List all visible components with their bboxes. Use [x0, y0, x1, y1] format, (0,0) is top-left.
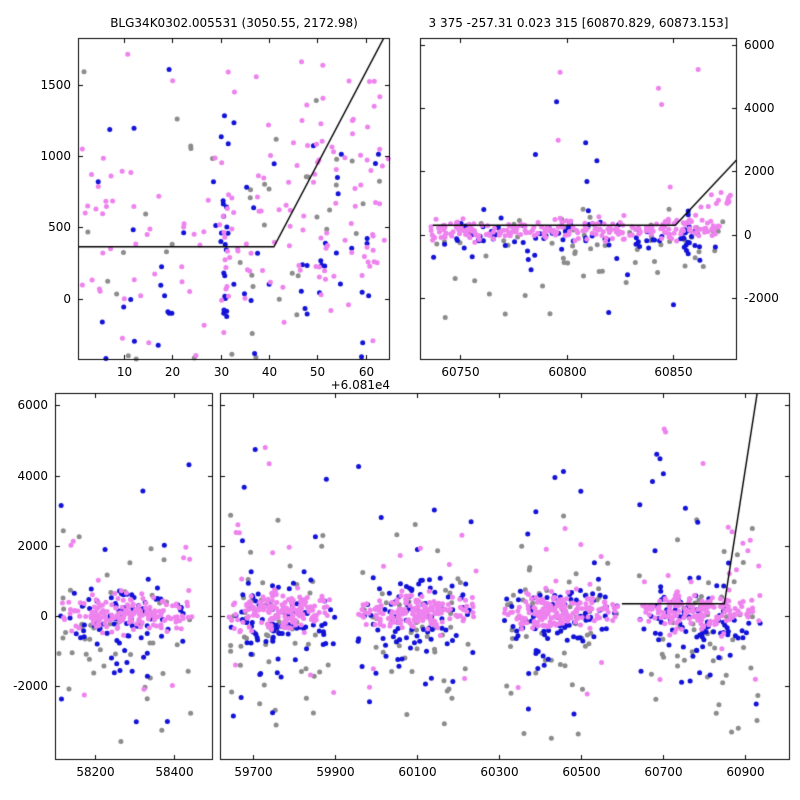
- x-tick-label: 60700: [644, 765, 683, 779]
- x-tick-label: 60850: [654, 365, 693, 379]
- x-tick-label: 60500: [562, 765, 601, 779]
- x-tick-label: 20: [164, 365, 181, 379]
- y-tick-label: -2000: [13, 679, 48, 694]
- top-right-panel-title: 3 375 -257.31 0.023 315 [60870.829, 6087…: [428, 16, 729, 30]
- y-tick-label: 6000: [17, 398, 48, 413]
- x-tick-label: 30: [213, 365, 230, 379]
- x-tick-label: 60800: [548, 365, 587, 379]
- x-tick-label: 60300: [480, 765, 519, 779]
- y-tick-label: 0: [744, 227, 752, 242]
- y-tick-label: -2000: [744, 291, 779, 305]
- y-tick-label: 0: [63, 291, 71, 306]
- top-left-panel-title: BLG34K0302.005531 (3050.55, 2172.98): [110, 16, 358, 30]
- y-tick-label: 2000: [744, 164, 775, 179]
- x-tick-label: 50: [309, 365, 326, 379]
- x-tick-label: 60: [358, 365, 375, 379]
- x-tick-label: 58200: [76, 765, 115, 779]
- x-tick-label: 40: [261, 365, 278, 379]
- x-tick-label: 58400: [155, 765, 194, 779]
- x-axis-offset-label: +6.081e4: [330, 378, 390, 392]
- x-tick-label: 59700: [234, 765, 273, 779]
- y-tick-label: 0: [40, 609, 48, 623]
- y-tick-label: 6000: [744, 37, 775, 52]
- x-tick-label: 59900: [316, 765, 355, 779]
- y-tick-label: 1500: [40, 78, 71, 93]
- x-tick-label: 60750: [441, 365, 480, 379]
- y-tick-label: 500: [48, 220, 71, 235]
- x-tick-label: 60100: [398, 765, 437, 779]
- y-tick-label: 4000: [17, 468, 48, 483]
- y-tick-label: 4000: [744, 101, 775, 116]
- y-tick-label: 2000: [17, 538, 48, 553]
- x-tick-label: 10: [116, 365, 133, 379]
- x-tick-label: 60900: [726, 765, 765, 779]
- y-tick-label: 1000: [40, 149, 71, 164]
